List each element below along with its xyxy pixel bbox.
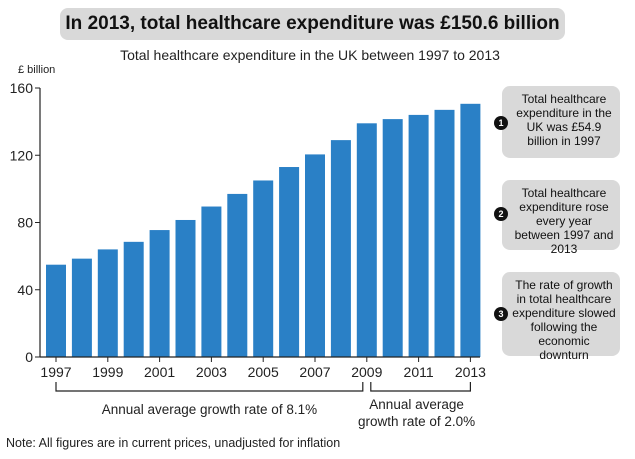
growth-label-1: Annual average growth rate of 8.1%	[102, 402, 317, 417]
bar	[97, 249, 118, 357]
callout-2-text: Total healthcare expenditure rose every …	[514, 186, 614, 256]
bar	[279, 167, 300, 357]
y-tick-label: 80	[17, 215, 33, 231]
callout-3: The rate of growth in total healthcare e…	[502, 272, 620, 362]
growth-label-2-line2: growth rate of 2.0%	[358, 414, 475, 429]
bar	[123, 241, 144, 357]
x-tick-label: 2009	[351, 364, 382, 380]
callout-1: Total healthcare expenditure in the UK w…	[502, 86, 620, 158]
x-tick-label: 2005	[248, 364, 279, 380]
y-axis-label: £ billion	[18, 64, 56, 76]
callout-1-badge: 1	[494, 116, 508, 130]
footnote: Note: All figures are in current prices,…	[6, 436, 341, 450]
bar	[382, 119, 403, 358]
headline: In 2013, total healthcare expenditure wa…	[60, 8, 565, 40]
chart-title: Total healthcare expenditure in the UK b…	[120, 47, 500, 63]
bar	[175, 219, 196, 357]
bar	[434, 109, 455, 357]
growth-bracket-1997-2009	[55, 382, 364, 392]
growth-label-2-line1: Annual average	[369, 397, 464, 412]
callout-2: Total healthcare expenditure rose every …	[502, 180, 620, 256]
callout-3-text: The rate of growth in total healthcare e…	[512, 278, 616, 362]
x-tick-label: 1999	[92, 364, 123, 380]
x-tick-label: 2001	[144, 364, 175, 380]
bar	[305, 154, 325, 357]
callout-1-text: Total healthcare expenditure in the UK w…	[516, 92, 612, 148]
x-tick-label: 2007	[299, 364, 330, 380]
bar	[460, 103, 481, 358]
bar	[330, 140, 351, 357]
x-tick-label: 2011	[404, 364, 434, 380]
bar	[46, 264, 66, 357]
x-tick-label: 2013	[455, 364, 486, 380]
y-tick-label: 120	[10, 147, 34, 163]
bar	[253, 180, 274, 357]
x-tick-label: 2003	[196, 364, 227, 380]
bar	[356, 123, 377, 358]
growth-bracket-2009-2013	[370, 382, 471, 392]
bar	[408, 114, 429, 358]
bar	[71, 258, 92, 357]
y-tick-label: 40	[17, 282, 33, 298]
callout-3-badge: 3	[494, 307, 508, 321]
bar	[149, 230, 170, 357]
callout-2-badge: 2	[494, 207, 508, 221]
y-tick-label: 160	[10, 80, 34, 96]
x-tick-label: 1997	[40, 364, 71, 380]
bar	[227, 193, 248, 357]
bar	[201, 206, 222, 357]
y-tick-label: 0	[25, 349, 33, 365]
